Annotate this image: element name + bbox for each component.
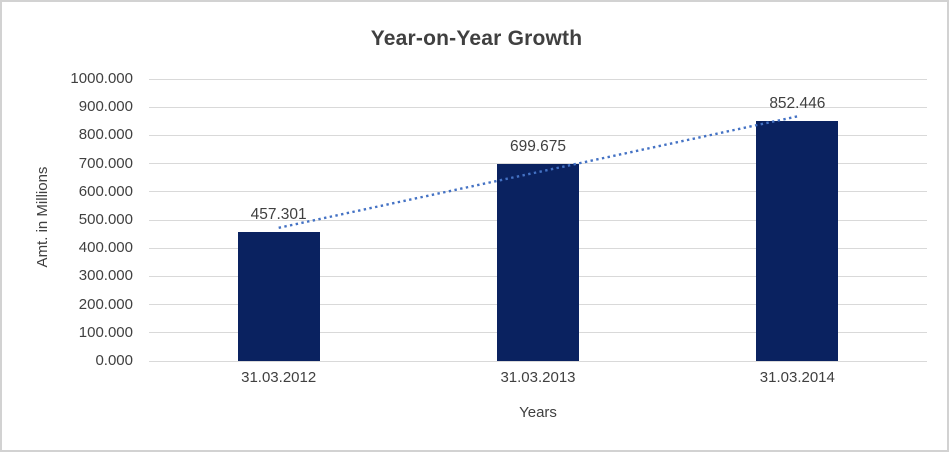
bar-value-label: 699.675 (509, 137, 567, 155)
bar-value-label: 852.446 (769, 94, 826, 112)
x-axis-title: Years (519, 404, 557, 421)
x-tick-label: 31.03.2014 (759, 369, 835, 386)
y-tick-label: 0.000 (95, 352, 133, 369)
y-tick-label: 1000.000 (70, 70, 133, 87)
bar-31.03.2013 (497, 163, 579, 361)
bar-value-label: 457.301 (250, 206, 307, 224)
y-tick-label: 700.000 (78, 154, 133, 172)
x-tick-label: 31.03.2013 (500, 369, 576, 386)
chart-title: Year-on-Year Growth (370, 27, 583, 50)
y-tick-label: 800.000 (78, 126, 133, 144)
gridline (149, 360, 927, 362)
y-tick-label: 300.000 (78, 267, 133, 285)
x-tick-label: 31.03.2012 (241, 369, 317, 386)
y-tick-label: 400.000 (78, 239, 133, 257)
bar-31.03.2012 (237, 232, 320, 361)
y-tick-label: 500.000 (78, 211, 133, 228)
y-tick-label: 200.000 (78, 295, 133, 313)
y-tick-label: 100.000 (78, 323, 133, 341)
y-tick-label: 900.000 (78, 98, 133, 116)
gridline (149, 106, 927, 108)
gridline (149, 78, 927, 80)
bar-31.03.2014 (756, 120, 839, 361)
y-tick-label: 600.000 (78, 182, 133, 200)
